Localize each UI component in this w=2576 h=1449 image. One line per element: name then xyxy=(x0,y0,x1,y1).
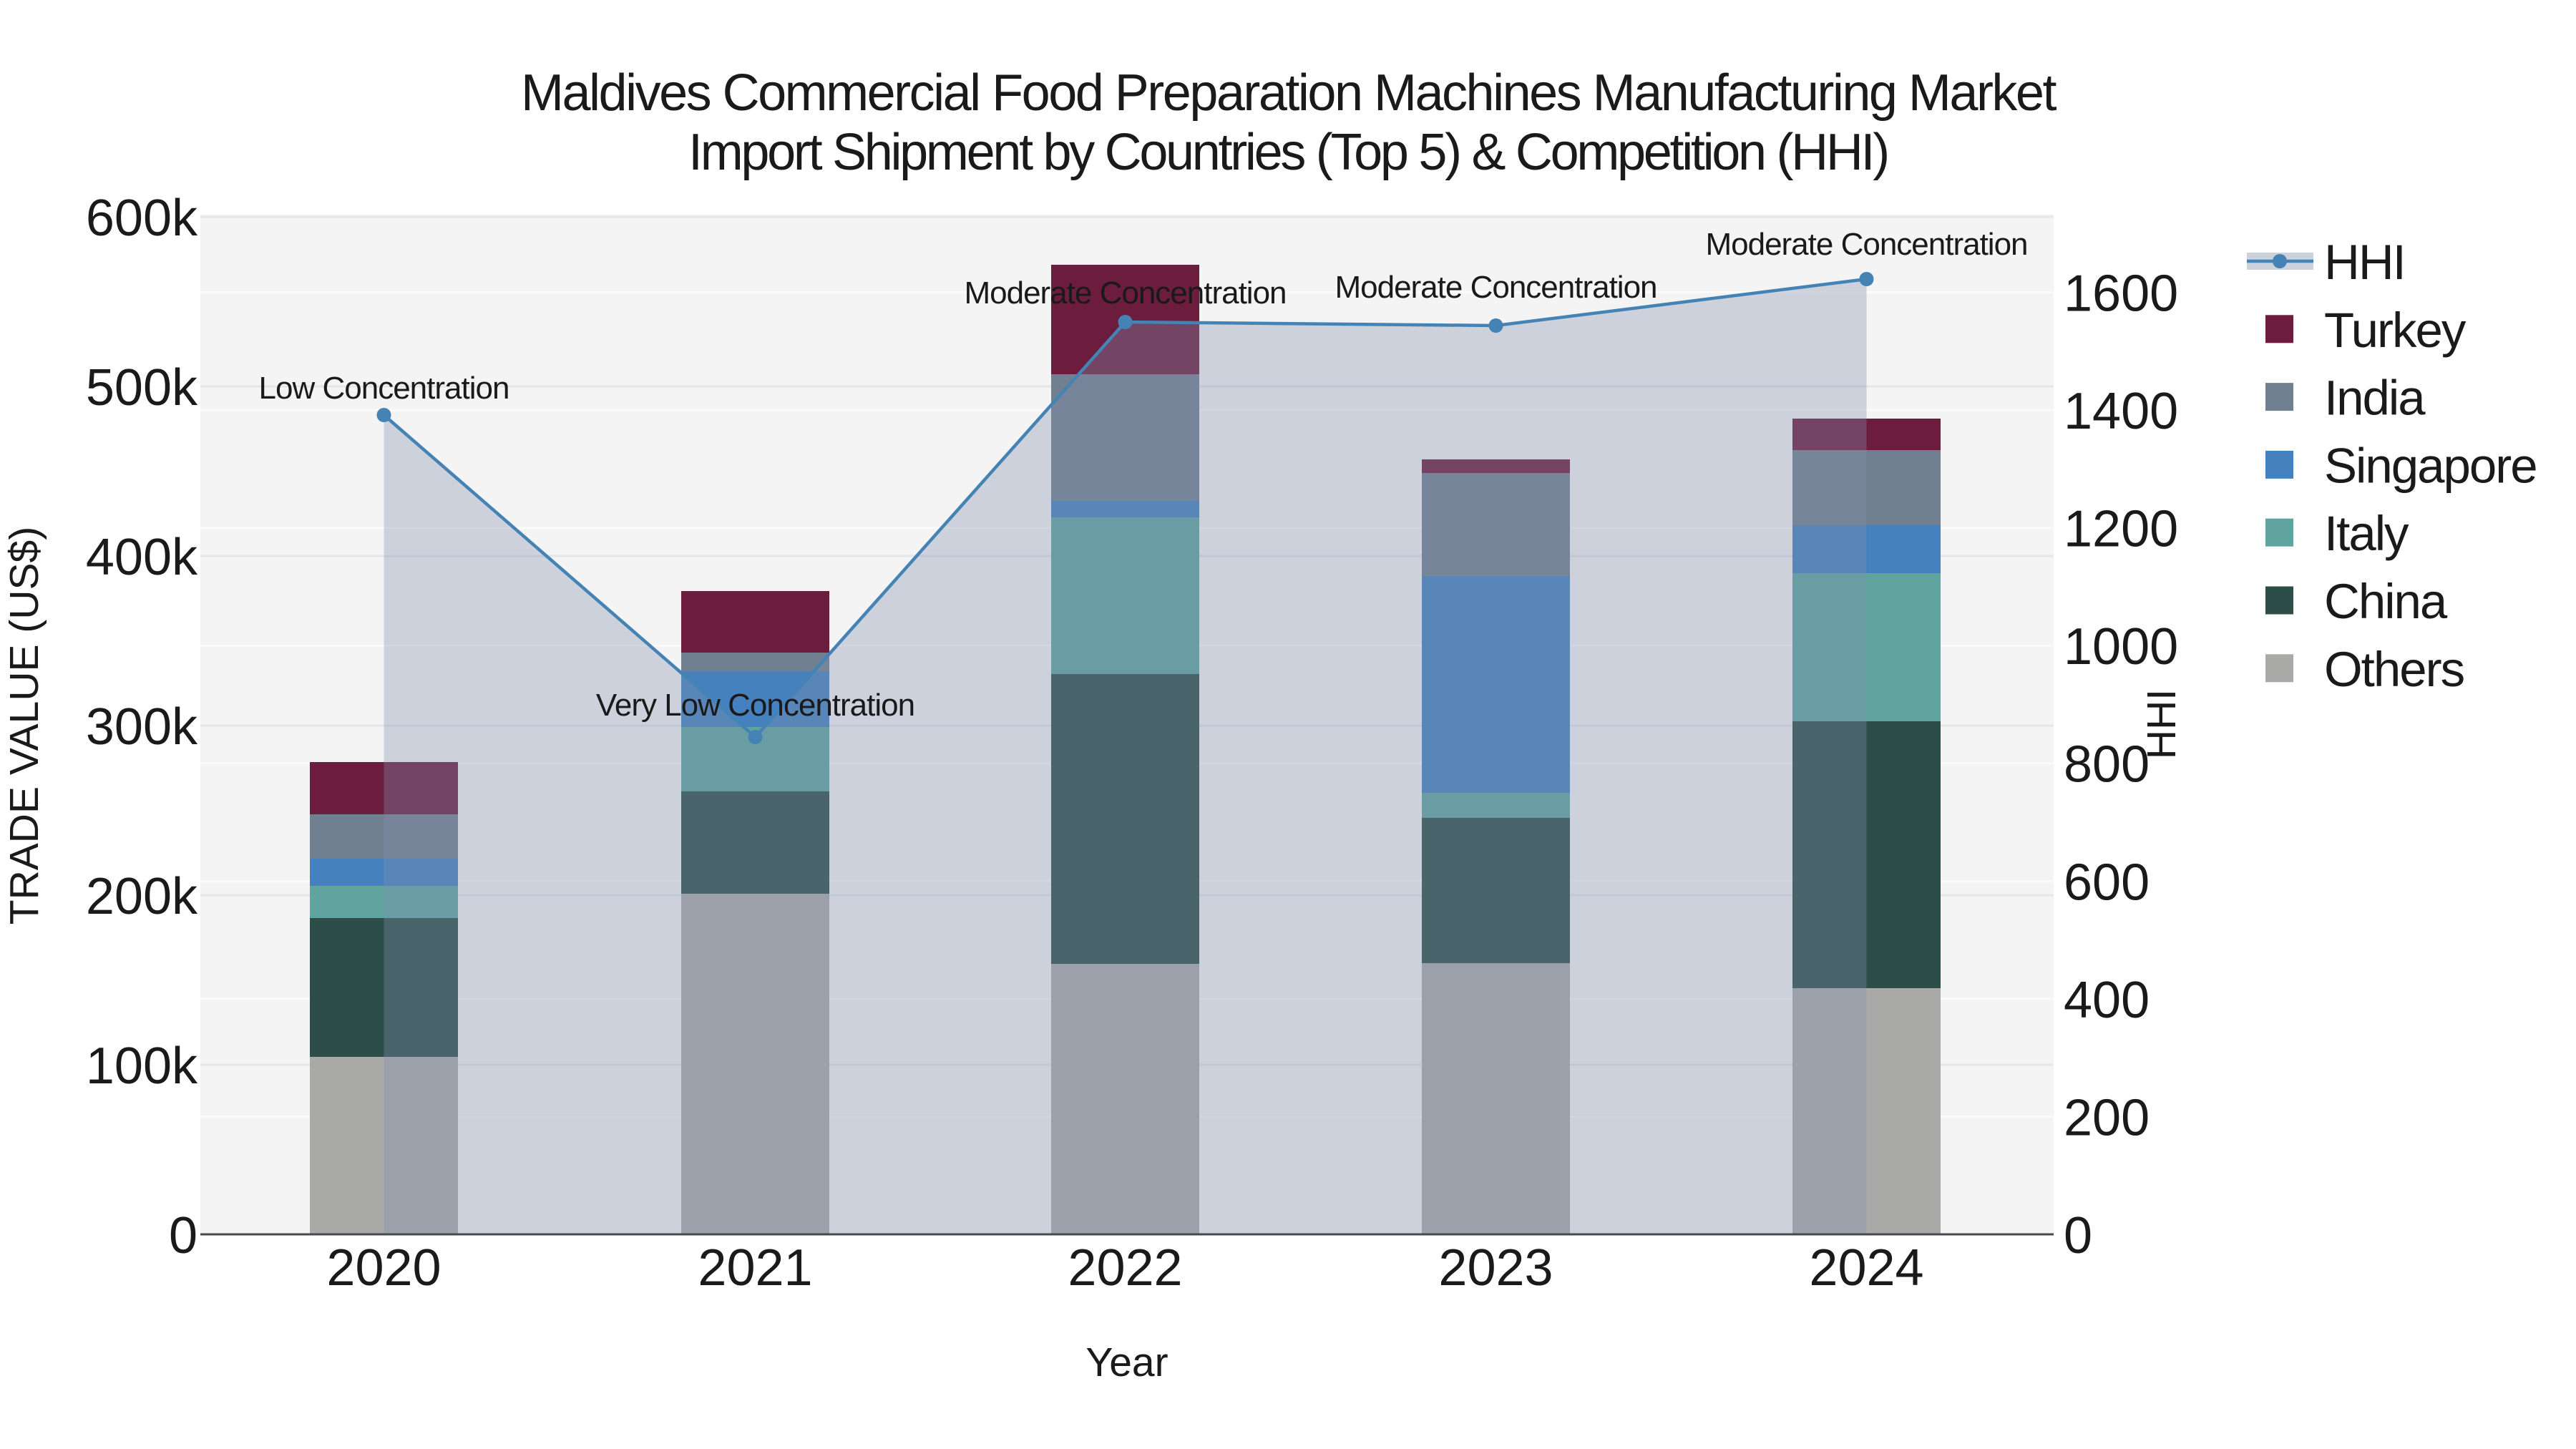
svg-text:Maldives Commercial Food Prepa: Maldives Commercial Food Preparation Mac… xyxy=(521,64,2057,122)
svg-text:100k: 100k xyxy=(86,1038,198,1095)
svg-text:Low Concentration: Low Concentration xyxy=(259,371,509,406)
svg-text:800: 800 xyxy=(2064,736,2150,794)
svg-text:1600: 1600 xyxy=(2064,265,2178,322)
svg-text:0: 0 xyxy=(169,1207,197,1264)
svg-text:Import Shipment by Countries (: Import Shipment by Countries (Top 5) & C… xyxy=(688,124,1888,181)
svg-text:Year: Year xyxy=(1085,1340,1168,1385)
svg-text:China: China xyxy=(2324,574,2448,629)
svg-text:HHI: HHI xyxy=(2139,689,2185,759)
svg-text:1400: 1400 xyxy=(2064,383,2178,440)
svg-text:Turkey: Turkey xyxy=(2324,303,2467,358)
svg-text:TRADE VALUE (US$): TRADE VALUE (US$) xyxy=(1,527,47,924)
svg-text:2020: 2020 xyxy=(326,1239,441,1297)
svg-text:2024: 2024 xyxy=(1809,1239,1923,1297)
svg-text:Others: Others xyxy=(2324,642,2464,697)
svg-text:India: India xyxy=(2324,371,2426,426)
svg-text:Moderate Concentration: Moderate Concentration xyxy=(964,275,1286,311)
svg-text:Moderate Concentration: Moderate Concentration xyxy=(1705,227,2027,262)
svg-text:2023: 2023 xyxy=(1438,1239,1553,1297)
svg-text:2022: 2022 xyxy=(1068,1239,1182,1297)
svg-text:Moderate Concentration: Moderate Concentration xyxy=(1335,270,1657,305)
svg-text:400: 400 xyxy=(2064,972,2150,1029)
svg-text:600: 600 xyxy=(2064,854,2150,911)
svg-text:Very Low Concentration: Very Low Concentration xyxy=(596,688,914,723)
svg-text:500k: 500k xyxy=(86,359,198,416)
svg-text:2021: 2021 xyxy=(698,1239,812,1297)
svg-text:Italy: Italy xyxy=(2324,506,2409,561)
svg-text:1000: 1000 xyxy=(2064,618,2178,675)
svg-text:0: 0 xyxy=(2064,1207,2092,1264)
svg-text:Singapore: Singapore xyxy=(2324,438,2537,493)
svg-text:400k: 400k xyxy=(86,529,198,586)
svg-text:200: 200 xyxy=(2064,1089,2150,1146)
svg-text:600k: 600k xyxy=(86,190,198,247)
svg-text:1200: 1200 xyxy=(2064,501,2178,558)
svg-text:HHI: HHI xyxy=(2324,235,2405,290)
svg-text:300k: 300k xyxy=(86,698,198,756)
svg-text:200k: 200k xyxy=(86,868,198,925)
